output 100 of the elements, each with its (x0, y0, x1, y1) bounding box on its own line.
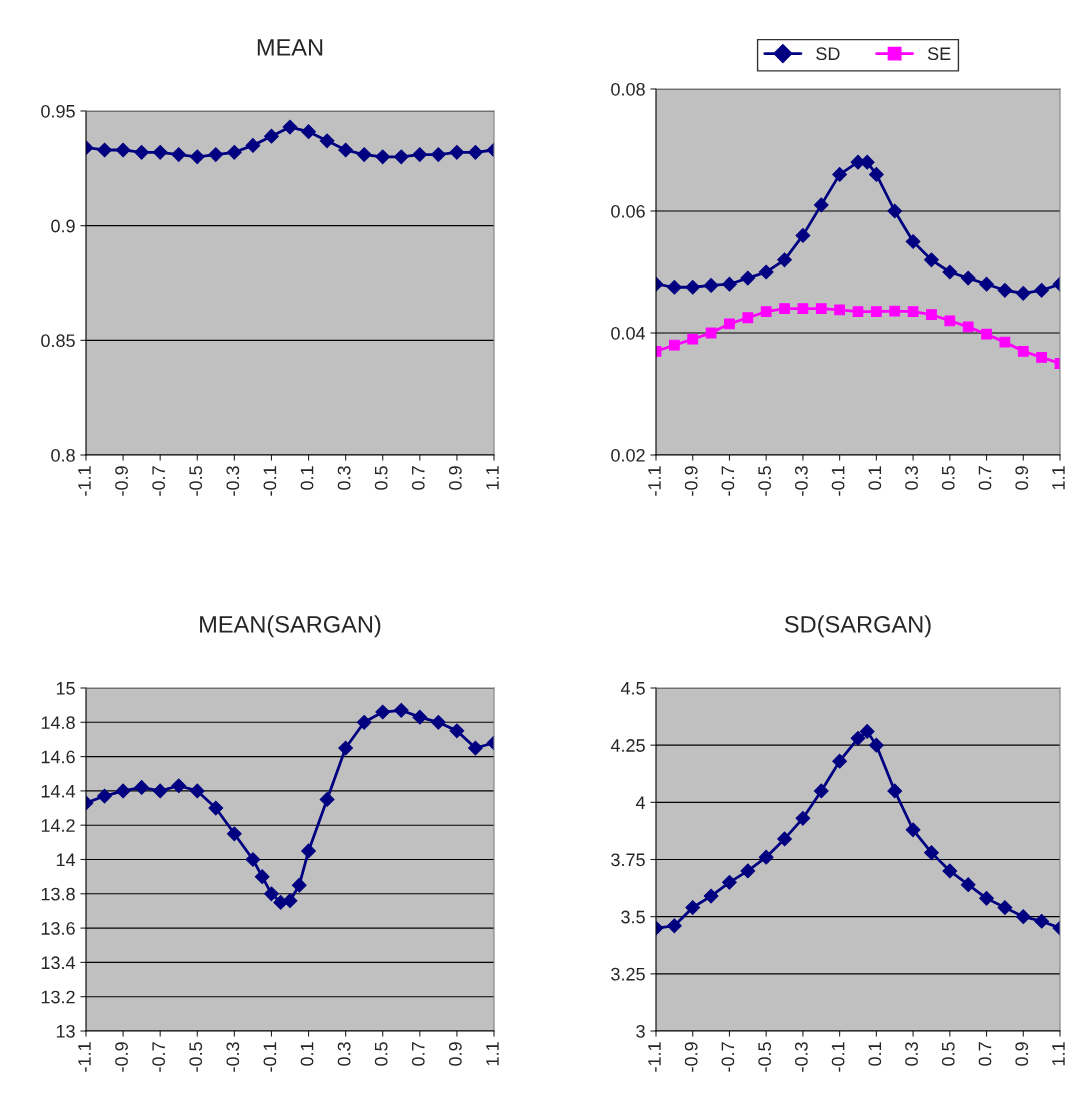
y-tick-label: 0.02 (611, 448, 645, 462)
point (245, 852, 261, 867)
point (412, 147, 428, 162)
point (795, 810, 811, 826)
point (981, 328, 992, 340)
point (245, 138, 261, 153)
x-tick-label: -0.7 (152, 466, 166, 496)
point (724, 318, 735, 330)
y-tick-label: 13.8 (41, 887, 75, 901)
y-tick-label: 14.6 (41, 750, 75, 764)
point (887, 783, 903, 799)
point (760, 306, 772, 318)
point (960, 270, 976, 286)
point (979, 276, 994, 292)
point (962, 321, 974, 333)
point (905, 822, 921, 838)
x-tick-label: 0.3 (337, 1042, 351, 1066)
x-tick-label: -0.9 (684, 466, 698, 496)
x-tick-label: 0.1 (868, 1042, 882, 1066)
point (924, 845, 939, 861)
y-tick-label: 0.04 (611, 326, 646, 340)
x-tick-label: 0.1 (300, 466, 314, 490)
point (997, 282, 1013, 298)
point (1034, 913, 1050, 929)
x-tick-label: -0.3 (226, 466, 240, 496)
x-tick-label: 0.5 (374, 1042, 388, 1066)
x-tick-label: -0.1 (263, 466, 277, 496)
point (926, 309, 937, 321)
x-tick-label: -0.3 (226, 1042, 240, 1072)
point (905, 234, 921, 249)
y-tick-label: 0.9 (51, 219, 75, 233)
point (468, 144, 483, 160)
x-tick-label: 0.9 (448, 466, 462, 490)
point (666, 279, 682, 295)
x-tick-label: -1.1 (78, 466, 91, 496)
point (960, 877, 976, 893)
x-tick-label: 1.1 (486, 466, 499, 490)
point (907, 306, 919, 318)
point (356, 147, 372, 162)
x-tick-label: -0.7 (721, 1042, 735, 1072)
point (979, 890, 994, 906)
x-tick-label: -0.7 (152, 1042, 166, 1072)
y-tick-label: 3 (636, 1024, 645, 1038)
point (832, 753, 848, 769)
point (779, 303, 790, 314)
point (264, 886, 279, 902)
x-tick-label: -0.9 (684, 1042, 698, 1072)
point (152, 783, 168, 799)
point (115, 142, 131, 158)
y-tick-label: 15 (56, 682, 75, 695)
point (740, 270, 756, 286)
x-tick-label: 0.7 (411, 1042, 425, 1066)
x-tick-label: -1.1 (648, 466, 661, 496)
x-tick-label: 0.9 (1015, 1042, 1029, 1066)
point (868, 167, 884, 182)
point (668, 339, 680, 351)
x-tick-label: -1.1 (648, 1042, 661, 1072)
point (687, 333, 699, 345)
x-tick-label: 0.5 (941, 466, 955, 490)
y-tick-label: 14.4 (41, 785, 76, 798)
y-tick-label: 13.4 (41, 956, 76, 970)
point (997, 900, 1013, 915)
x-tick-label: 1.1 (486, 1042, 499, 1066)
point (1036, 352, 1048, 363)
point (1017, 345, 1029, 357)
point (97, 142, 112, 158)
point (282, 119, 298, 135)
x-tick-label: 0.1 (300, 1042, 314, 1066)
point (412, 709, 428, 725)
x-tick-label: -0.1 (831, 466, 845, 496)
x-tick-label: 0.3 (905, 466, 918, 490)
x-tick-label: 0.9 (448, 1042, 462, 1066)
y-tick-label: 4 (635, 796, 646, 809)
point (813, 197, 829, 213)
point (942, 863, 958, 879)
point (189, 149, 205, 165)
x-tick-label: 1.1 (1052, 1042, 1065, 1066)
y-tick-label: 0.8 (51, 448, 75, 462)
point (850, 730, 866, 746)
y-tick-label: 0.08 (611, 82, 645, 96)
x-tick-label: 0.5 (374, 466, 388, 490)
x-tick-label: 0.9 (1015, 466, 1029, 490)
point (924, 252, 939, 268)
point (944, 315, 956, 327)
y-tick-label: 0.95 (41, 104, 75, 118)
point (208, 800, 224, 816)
x-tick-label: -0.5 (189, 466, 203, 496)
point (1034, 282, 1050, 298)
point (226, 144, 242, 160)
y-tick-label: 13 (56, 1024, 75, 1038)
point (468, 740, 483, 756)
point (887, 203, 903, 219)
point (393, 149, 409, 165)
point (430, 147, 446, 162)
point (338, 740, 354, 756)
x-tick-label: 0.7 (978, 1042, 992, 1066)
point (889, 305, 901, 317)
point (356, 714, 372, 730)
legend-label: SD (816, 47, 840, 61)
y-tick-label: 4.25 (610, 739, 645, 752)
